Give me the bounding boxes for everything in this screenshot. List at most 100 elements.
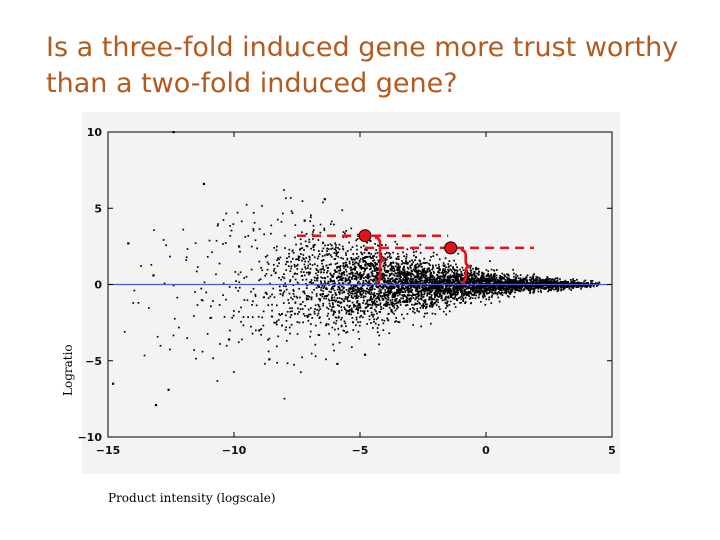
data-point [112, 382, 115, 385]
data-point [411, 263, 413, 266]
data-point [406, 296, 408, 299]
data-point [332, 274, 334, 277]
data-point [452, 287, 455, 290]
data-point [444, 292, 446, 294]
data-point [383, 268, 386, 270]
data-point [423, 280, 426, 283]
data-point [560, 288, 563, 291]
data-point [412, 268, 415, 271]
data-point [315, 287, 318, 289]
data-point [484, 289, 487, 292]
data-point [310, 247, 312, 250]
data-point [186, 248, 189, 250]
data-point [488, 276, 491, 279]
data-point [355, 297, 357, 300]
data-point [437, 285, 440, 287]
data-point [391, 293, 394, 296]
data-point [429, 298, 431, 301]
data-point [234, 271, 237, 273]
data-point [285, 263, 287, 266]
data-point [434, 294, 436, 297]
data-point [530, 278, 533, 280]
data-point [386, 303, 389, 306]
data-point [371, 286, 373, 289]
data-point [384, 274, 386, 277]
data-point [354, 269, 356, 271]
data-point [478, 277, 480, 280]
data-point [467, 290, 470, 293]
data-point [479, 280, 481, 282]
data-point [454, 269, 456, 272]
data-point [284, 234, 286, 237]
data-point [338, 291, 340, 293]
data-point [133, 289, 136, 292]
data-point [369, 307, 372, 310]
data-point [368, 263, 370, 265]
data-point [420, 277, 423, 280]
data-point [403, 272, 406, 275]
data-point [535, 281, 538, 283]
data-point [329, 272, 332, 275]
data-point [508, 280, 511, 283]
data-point [442, 274, 445, 276]
data-point [480, 278, 483, 281]
data-point [446, 292, 449, 295]
data-point [286, 310, 289, 313]
data-point [276, 320, 278, 323]
data-point [342, 247, 345, 250]
data-point [367, 303, 369, 306]
data-point [377, 259, 380, 262]
data-point [341, 272, 343, 275]
data-point [318, 317, 321, 319]
data-point [377, 272, 380, 274]
data-point [405, 304, 407, 307]
data-point [371, 275, 374, 277]
data-point [536, 285, 539, 288]
data-point [399, 277, 401, 280]
data-point [327, 293, 330, 296]
data-point [580, 282, 582, 284]
data-point [456, 269, 458, 272]
data-point [510, 281, 513, 284]
data-point [362, 282, 365, 284]
data-point [320, 260, 323, 262]
data-point [229, 235, 232, 237]
data-point [332, 343, 334, 346]
data-point [475, 267, 477, 270]
data-point [379, 285, 381, 288]
data-point [283, 277, 286, 280]
data-point [309, 263, 311, 265]
data-point [309, 330, 312, 333]
data-point [546, 281, 548, 283]
data-point [322, 287, 325, 289]
data-point [344, 280, 347, 283]
data-point [452, 281, 454, 283]
data-point [321, 293, 324, 295]
data-point [480, 282, 483, 285]
data-point [325, 297, 327, 300]
data-point [434, 301, 437, 304]
data-point [457, 277, 459, 280]
data-point [417, 274, 419, 277]
data-point [418, 298, 420, 300]
data-point [327, 312, 330, 315]
data-point [361, 253, 363, 256]
data-point [339, 269, 342, 272]
data-point [389, 285, 391, 287]
data-point [153, 229, 155, 231]
data-point [299, 248, 301, 251]
data-point [331, 276, 333, 278]
data-point [397, 284, 400, 287]
data-point [513, 275, 515, 278]
data-point [293, 295, 296, 298]
data-point [501, 291, 503, 294]
data-point [450, 296, 452, 298]
data-point [376, 268, 379, 270]
data-point [533, 284, 536, 287]
data-point [498, 277, 501, 279]
data-point [485, 286, 487, 288]
data-point [315, 269, 318, 271]
data-point [415, 256, 417, 258]
data-point [582, 285, 585, 287]
data-point [291, 298, 294, 301]
